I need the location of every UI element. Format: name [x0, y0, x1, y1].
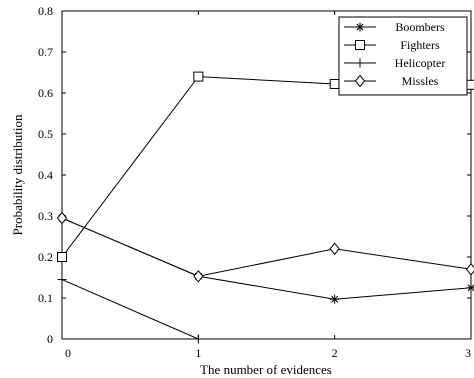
data-point-square [466, 79, 474, 90]
data-point-asterisk [355, 22, 365, 32]
data-point-square [329, 78, 340, 89]
y-tick-label: 0.2 [38, 250, 53, 264]
data-point-diamond [354, 74, 366, 88]
series-layer [56, 71, 474, 344]
series-helicopter [57, 275, 203, 344]
data-point-plus [57, 275, 67, 285]
y-tick-label: 0.6 [38, 86, 53, 100]
legend-label: Missles [402, 74, 439, 88]
legend-entry: Boombers [344, 20, 445, 34]
data-point-diamond [193, 269, 204, 283]
data-point-asterisk [330, 294, 340, 304]
legend: Boombers Fighters Helicopter Missles [338, 16, 468, 96]
series-missles [56, 211, 474, 283]
series-line [61, 217, 472, 300]
data-point-square [355, 40, 365, 50]
y-tick-label: 0 [47, 332, 53, 346]
data-point-square [57, 252, 67, 262]
x-axis-label: The number of evidences [200, 362, 332, 377]
y-tick-label: 0.4 [38, 168, 53, 182]
y-tick-label: 0.5 [38, 127, 53, 141]
legend-label: Fighters [400, 38, 440, 52]
legend-entry: Helicopter [344, 56, 445, 70]
data-point-diamond [329, 242, 340, 256]
y-tick-label: 0.3 [38, 209, 53, 223]
data-point-diamond [56, 211, 68, 225]
y-tick-label: 0.7 [38, 45, 53, 59]
series-line [61, 76, 472, 258]
legend-label: Boombers [395, 20, 445, 34]
series-line [61, 279, 199, 340]
y-tick-label: 0.8 [38, 4, 53, 18]
legend-entry: Missles [344, 74, 439, 88]
data-point-square [193, 71, 204, 82]
ticks: 0 0.1 0.2 0.3 0.4 0.5 0.6 0.7 0.8 0 1 2 3 [38, 4, 472, 360]
series-line [61, 217, 472, 277]
legend-label: Helicopter [395, 56, 446, 70]
series-boombers [57, 213, 474, 304]
data-point-plus [355, 58, 365, 68]
data-point-diamond [465, 263, 474, 276]
x-tick-label: 0 [65, 346, 71, 360]
y-tick-label: 0.1 [38, 291, 53, 305]
y-axis-label: Probability distribution [10, 114, 25, 235]
data-point-asterisk [466, 283, 474, 293]
x-tick-label: 3 [465, 346, 471, 360]
x-tick-label: 1 [195, 346, 201, 360]
x-tick-label: 2 [332, 346, 338, 360]
series-fighters [57, 71, 474, 262]
legend-entry: Fighters [344, 38, 440, 52]
data-point-plus [193, 334, 203, 344]
